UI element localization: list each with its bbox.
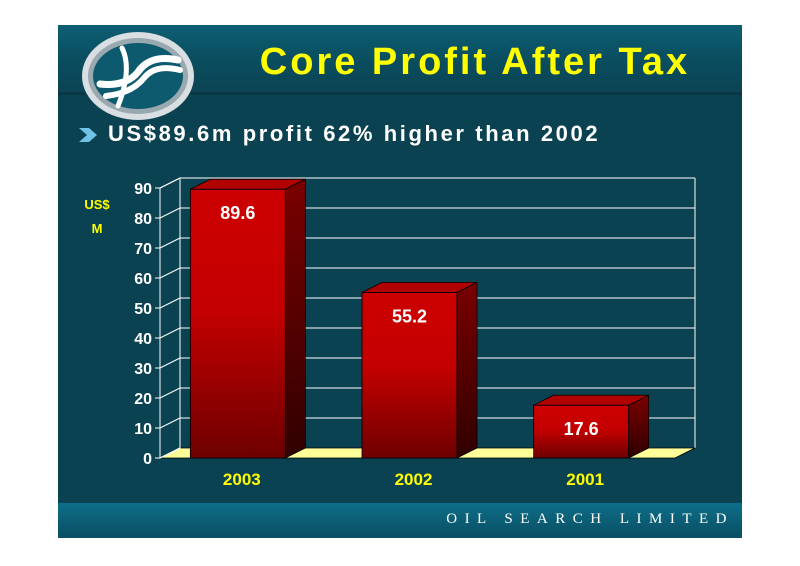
y-axis-unit-line1: US$ xyxy=(84,197,110,212)
y-tick-diagonal xyxy=(159,177,181,189)
bar-side-2003 xyxy=(284,178,306,459)
y-tick-diagonal xyxy=(159,327,181,339)
y-tick-diagonal xyxy=(159,267,181,279)
y-tick-diagonal xyxy=(159,417,181,429)
oil-search-logo xyxy=(82,32,194,120)
data-label: 89.6 xyxy=(220,203,255,223)
y-tick-label: 30 xyxy=(134,361,152,378)
y-tick-diagonal xyxy=(159,297,181,309)
bullet-text: US$89.6m profit 62% higher than 2002 xyxy=(108,121,601,146)
chevron-right-icon xyxy=(79,128,97,142)
bar-chart: 0 10 20 30 40 50 60 70 80 90 89.6 2003 55.2 2002 17.6 2… xyxy=(134,177,696,489)
slide-title: Core Profit After Tax xyxy=(259,41,691,83)
y-tick-label: 90 xyxy=(134,181,152,198)
y-tick-diagonal xyxy=(159,447,181,459)
data-label: 55.2 xyxy=(392,306,427,326)
y-axis-wall xyxy=(159,177,181,459)
bar-2003 xyxy=(189,188,286,459)
bar-2002 xyxy=(361,291,458,459)
y-tick-label: 80 xyxy=(134,211,152,228)
y-tick-diagonal xyxy=(159,387,181,399)
footer-company-name: OIL SEARCH LIMITED xyxy=(446,511,734,527)
y-axis-unit-line2: M xyxy=(91,221,103,236)
footer-band: OIL SEARCH LIMITED xyxy=(58,503,742,538)
y-tick-label: 20 xyxy=(134,391,152,408)
y-tick-label: 70 xyxy=(134,241,152,258)
bar-side-2002 xyxy=(456,281,478,459)
y-tick-diagonal xyxy=(159,357,181,369)
bar-side-2001 xyxy=(628,394,650,459)
y-tick-label: 40 xyxy=(134,331,152,348)
y-tick-label: 50 xyxy=(134,301,152,318)
y-tick-diagonal xyxy=(159,237,181,249)
y-tick-label: 60 xyxy=(134,271,152,288)
data-label: 17.6 xyxy=(564,419,599,439)
bar-2001 xyxy=(533,404,630,459)
y-tick-label: 10 xyxy=(134,421,152,438)
x-tick-label: 2001 xyxy=(566,470,604,489)
y-tick-label: 0 xyxy=(143,451,152,468)
x-tick-label: 2002 xyxy=(395,470,433,489)
x-tick-label: 2003 xyxy=(223,470,261,489)
y-tick-diagonal xyxy=(159,207,181,219)
